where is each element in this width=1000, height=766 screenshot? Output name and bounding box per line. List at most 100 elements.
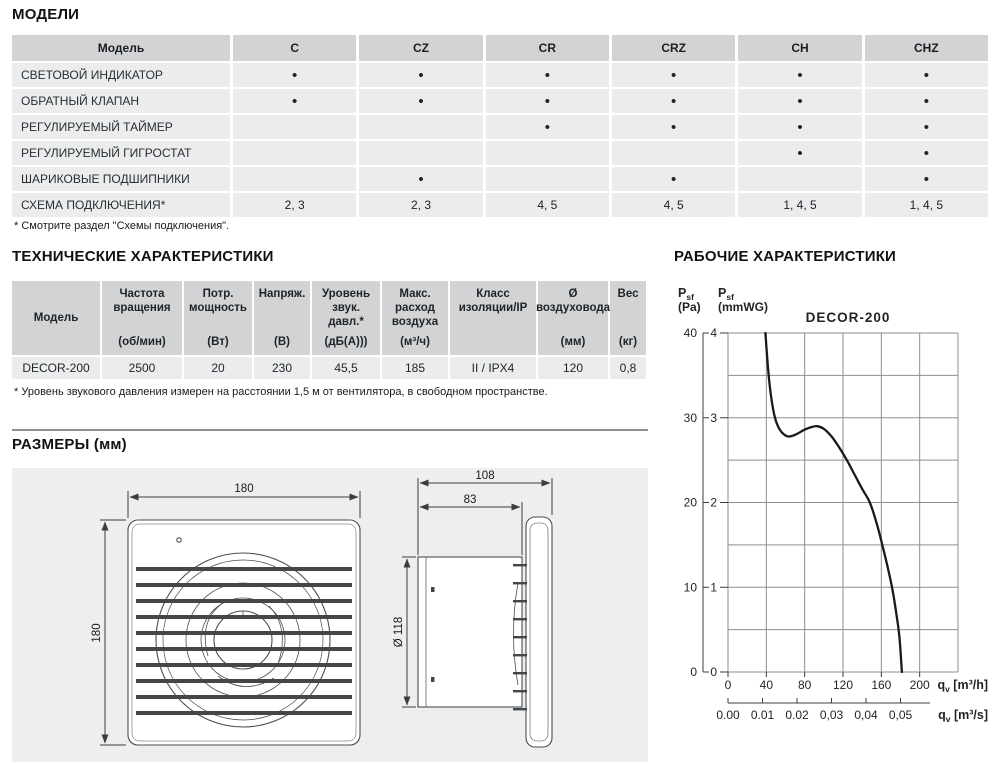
tech-col-header: Частота вращения (об/мин) [102, 281, 182, 355]
tech-section-title: ТЕХНИЧЕСКИЕ ХАРАКТЕРИСТИКИ [12, 248, 274, 265]
models-row-label: СВЕТОВОЙ ИНДИКАТОР [12, 63, 230, 87]
feature-dot-cell: • [485, 63, 609, 87]
models-col-header: CH [738, 35, 862, 61]
models-row-label: РЕГУЛИРУЕМЫЙ ГИГРОСТАТ [12, 141, 230, 165]
tech-col-unit: (дБ(А))) [324, 335, 368, 348]
tech-value-cell: 0,8 [610, 357, 646, 379]
models-row-label: ОБРАТНЫЙ КЛАПАН [12, 89, 230, 113]
mmwg-tick-label: 0 [710, 665, 717, 679]
feature-dot-cell: • [612, 115, 736, 139]
tech-col-unit: (Вт) [207, 335, 229, 348]
side-total-dim: 108 [475, 470, 494, 482]
x-tick-label: 0 [725, 678, 732, 692]
tech-col-header: Класс изоляции/IP [450, 281, 536, 355]
performance-section-title: РАБОЧИЕ ХАРАКТЕРИСТИКИ [674, 248, 897, 265]
models-footnote: * Смотрите раздел "Схемы подключения". [14, 220, 230, 232]
models-col-header: CHZ [864, 35, 988, 61]
models-row-label: РЕГУЛИРУЕМЫЙ ТАЙМЕР [12, 115, 230, 139]
models-table: Модель C CZ CR CRZ CH CHZ СВЕТОВОЙ ИНДИКАТОР • • •… [12, 35, 988, 217]
models-value-cell [485, 167, 609, 191]
feature-dot-cell: • [612, 89, 736, 113]
section-divider [12, 429, 648, 431]
models-value-cell: 1, 4, 5 [864, 193, 988, 217]
models-col-header: CR [485, 35, 609, 61]
tech-col-unit: (В) [274, 335, 290, 348]
feature-dot-cell: • [864, 141, 988, 165]
x-tick-label: 40 [760, 678, 774, 692]
models-value-cell: 2, 3 [359, 193, 483, 217]
feature-dot-cell: • [359, 89, 483, 113]
tech-footnote: * Уровень звукового давления измерен на … [14, 386, 548, 398]
x-tick-label: 200 [910, 678, 930, 692]
tech-value-cell: 2500 [102, 357, 182, 379]
tech-col-header: Вес (кг) [610, 281, 646, 355]
tech-col-header: Уровень звук. давл.* (дБ(А))) [312, 281, 380, 355]
tech-value-cell: 45,5 [312, 357, 380, 379]
tech-value-cell: 20 [184, 357, 252, 379]
models-col-header-model: Модель [12, 35, 230, 61]
tech-col-header: Ø воздуховода (мм) [536, 281, 610, 355]
grille-louvers [136, 567, 352, 715]
mmwg-axis-unit: (mmWG) [718, 300, 768, 314]
tech-col-header: Потр. мощность (Вт) [184, 281, 252, 355]
x-tick-label: 80 [798, 678, 812, 692]
feature-dot-cell: • [738, 63, 862, 87]
feature-dot-cell: • [864, 167, 988, 191]
models-col-header: CZ [359, 35, 483, 61]
models-col-header: C [233, 35, 357, 61]
duct-diameter-dim: Ø 118 [393, 617, 405, 647]
chart-model-title: DECOR-200 [806, 310, 891, 325]
models-value-cell [485, 141, 609, 165]
x2-tick-label: 0.01 [751, 708, 775, 722]
tech-col-name: Макс. расход воздуха [391, 288, 439, 329]
mmwg-tick-label: 4 [710, 326, 717, 340]
x2-tick-label: 0,05 [889, 708, 913, 722]
x2-tick-label: 0,03 [820, 708, 844, 722]
tech-col-header: Макс. расход воздуха (м³/ч) [382, 281, 448, 355]
tech-col-unit: (кг) [618, 335, 638, 348]
models-row-label: ШАРИКОВЫЕ ПОДШИПНИКИ [12, 167, 230, 191]
models-value-cell [738, 167, 862, 191]
fan-side-view [417, 516, 553, 748]
dimensions-drawing-panel: 180 180 [12, 468, 648, 762]
models-col-header: CRZ [612, 35, 736, 61]
tech-value-cell: 230 [254, 357, 310, 379]
pa-tick-label: 40 [684, 326, 698, 340]
feature-dot-cell: • [738, 115, 862, 139]
models-value-cell [612, 141, 736, 165]
tech-col-header: Модель [12, 281, 100, 355]
side-dimensions: 108 83 Ø 118 [393, 470, 553, 708]
models-value-cell: 4, 5 [612, 193, 736, 217]
pa-tick-label: 20 [684, 496, 698, 510]
models-section-title: МОДЕЛИ [12, 6, 80, 23]
feature-dot-cell: • [612, 63, 736, 87]
models-value-cell [233, 115, 357, 139]
models-value-cell: 1, 4, 5 [738, 193, 862, 217]
x2-tick-label: 0,04 [854, 708, 878, 722]
models-value-cell [359, 141, 483, 165]
dimensions-section-title: РАЗМЕРЫ (мм) [12, 436, 127, 453]
feature-dot-cell: • [485, 89, 609, 113]
screw-hole [176, 537, 182, 543]
side-view-fins [513, 564, 527, 711]
models-value-cell [359, 115, 483, 139]
performance-curve [764, 331, 904, 674]
tech-col-header: Напряж. (В) [254, 281, 310, 355]
tech-specs-table: Модель Частота вращения (об/мин) Потр. мощн… [12, 281, 648, 379]
x-tick-label: 120 [833, 678, 853, 692]
pa-tick-label: 30 [684, 411, 698, 425]
mmwg-tick-label: 2 [710, 496, 717, 510]
feature-dot-cell: • [738, 89, 862, 113]
feature-dot-cell: • [612, 167, 736, 191]
x2-tick-label: 0.00 [716, 708, 740, 722]
feature-dot-cell: • [864, 63, 988, 87]
tech-col-name: Потр. мощность [189, 288, 247, 315]
tech-col-name: Класс изоляции/IP [458, 288, 528, 315]
x2-tick-label: 0.02 [785, 708, 809, 722]
tech-col-name: Вес [617, 288, 639, 300]
pa-axis-unit: (Pa) [678, 300, 701, 314]
feature-dot-cell: • [359, 167, 483, 191]
front-width-dim: 180 [234, 483, 253, 495]
